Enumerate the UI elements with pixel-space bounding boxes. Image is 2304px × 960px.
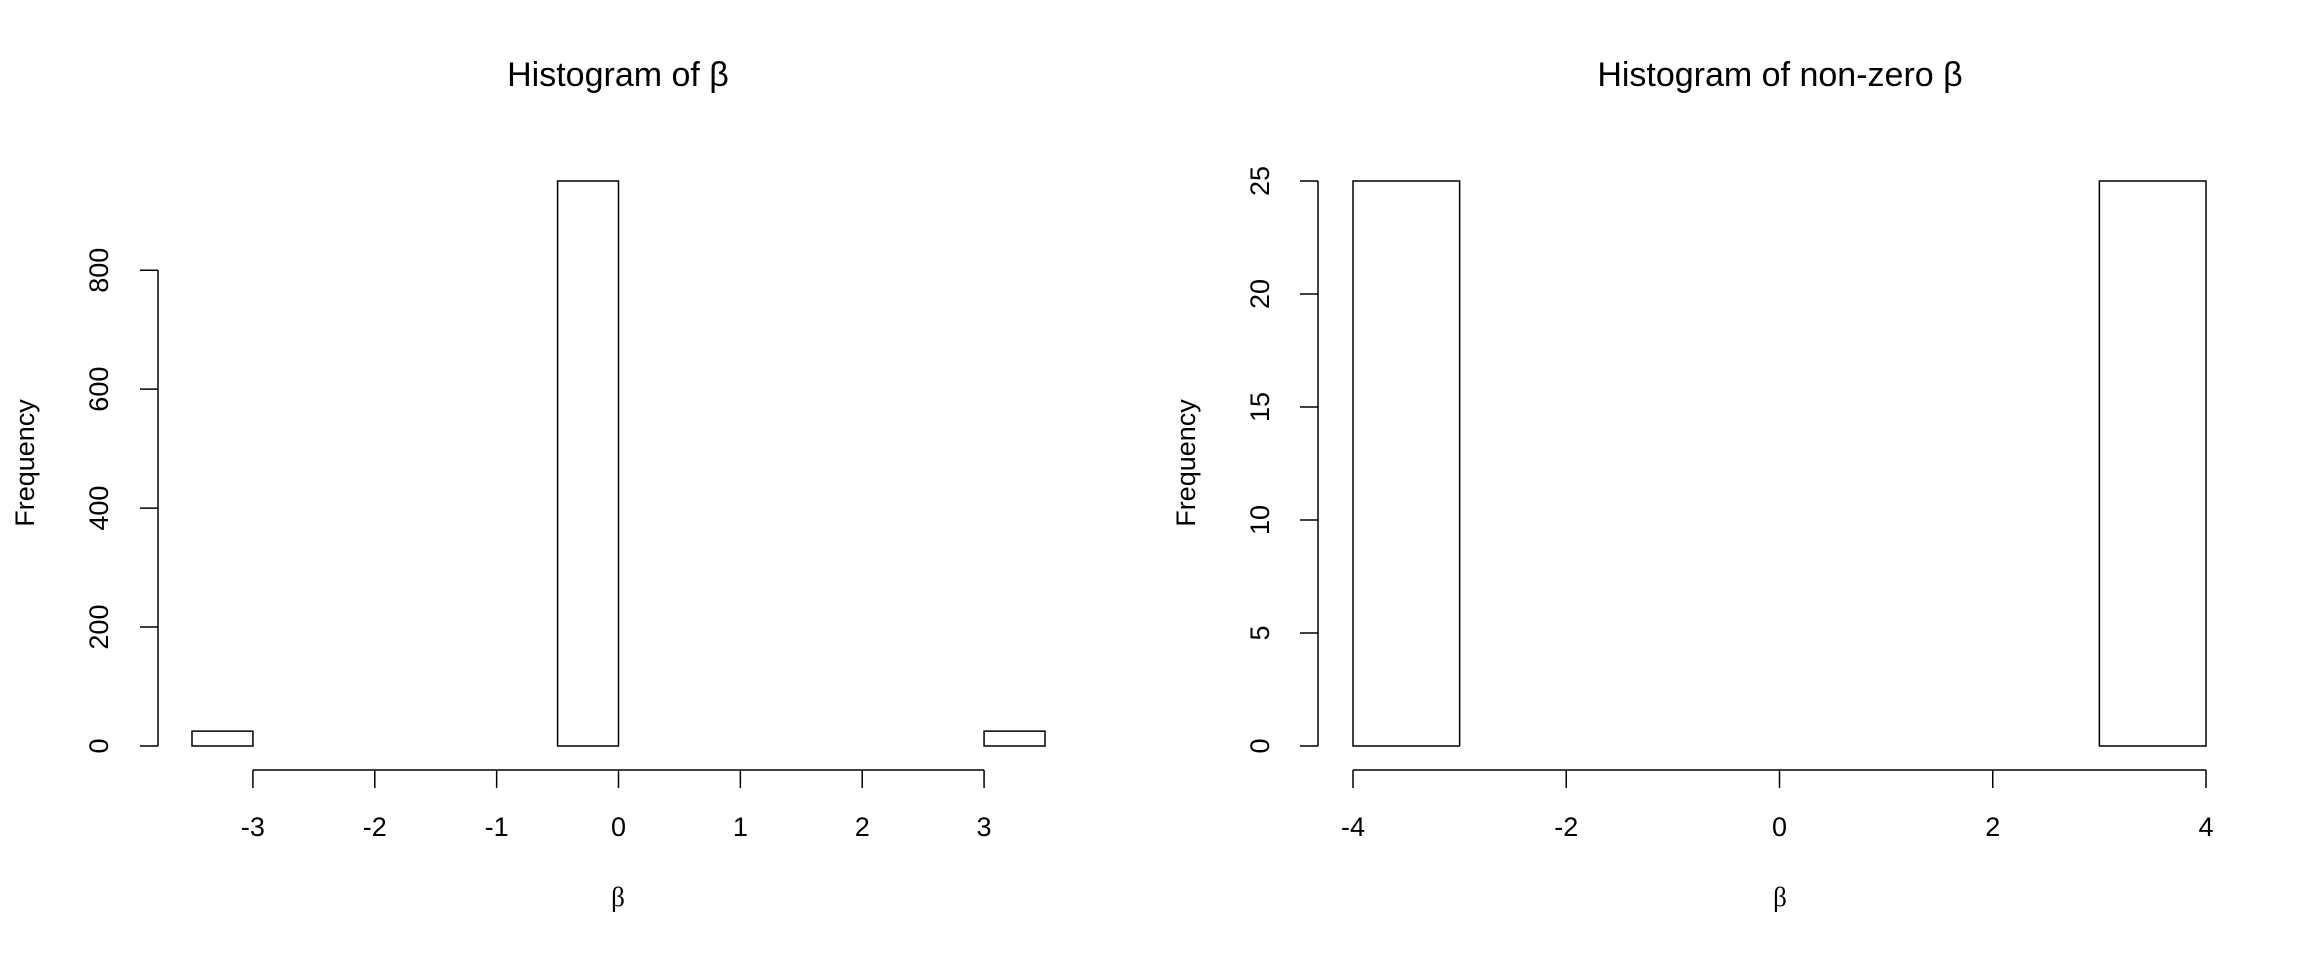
x-tick-label: -3 <box>241 812 265 842</box>
bar <box>983 730 1046 747</box>
y-axis-label: Frequency <box>1171 399 1201 527</box>
x-tick-label: 0 <box>611 812 626 842</box>
chart-title: Histogram of β <box>507 56 729 94</box>
y-tick-label: 800 <box>84 248 114 293</box>
x-tick-label: -4 <box>1341 812 1365 842</box>
y-tick-label: 20 <box>1245 279 1275 309</box>
y-axis-label: Frequency <box>10 399 40 527</box>
bar <box>191 730 254 747</box>
x-tick-label: 2 <box>1985 812 2000 842</box>
x-tick-label: 4 <box>2198 812 2213 842</box>
y-tick-label: 15 <box>1245 392 1275 422</box>
x-tick-label: 2 <box>855 812 870 842</box>
x-tick-label: -2 <box>363 812 387 842</box>
y-tick-label: 400 <box>84 486 114 531</box>
x-axis-label: β <box>611 882 625 912</box>
x-tick-label: -2 <box>1554 812 1578 842</box>
x-axis-label: β <box>1773 882 1787 912</box>
x-tick-label: 3 <box>977 812 992 842</box>
y-tick-label: 200 <box>84 605 114 650</box>
y-tick-label: 25 <box>1245 166 1275 196</box>
y-tick-label: 600 <box>84 367 114 412</box>
y-tick-label: 10 <box>1245 505 1275 535</box>
bar <box>2098 180 2207 747</box>
bar <box>1352 180 1461 747</box>
y-tick-label: 0 <box>84 738 114 753</box>
x-tick-label: -1 <box>485 812 509 842</box>
chart-title: Histogram of non-zero β <box>1597 56 1962 94</box>
y-tick-label: 5 <box>1245 625 1275 640</box>
x-tick-label: 0 <box>1772 812 1787 842</box>
x-tick-label: 1 <box>733 812 748 842</box>
bar <box>556 180 620 747</box>
y-tick-label: 0 <box>1245 738 1275 753</box>
